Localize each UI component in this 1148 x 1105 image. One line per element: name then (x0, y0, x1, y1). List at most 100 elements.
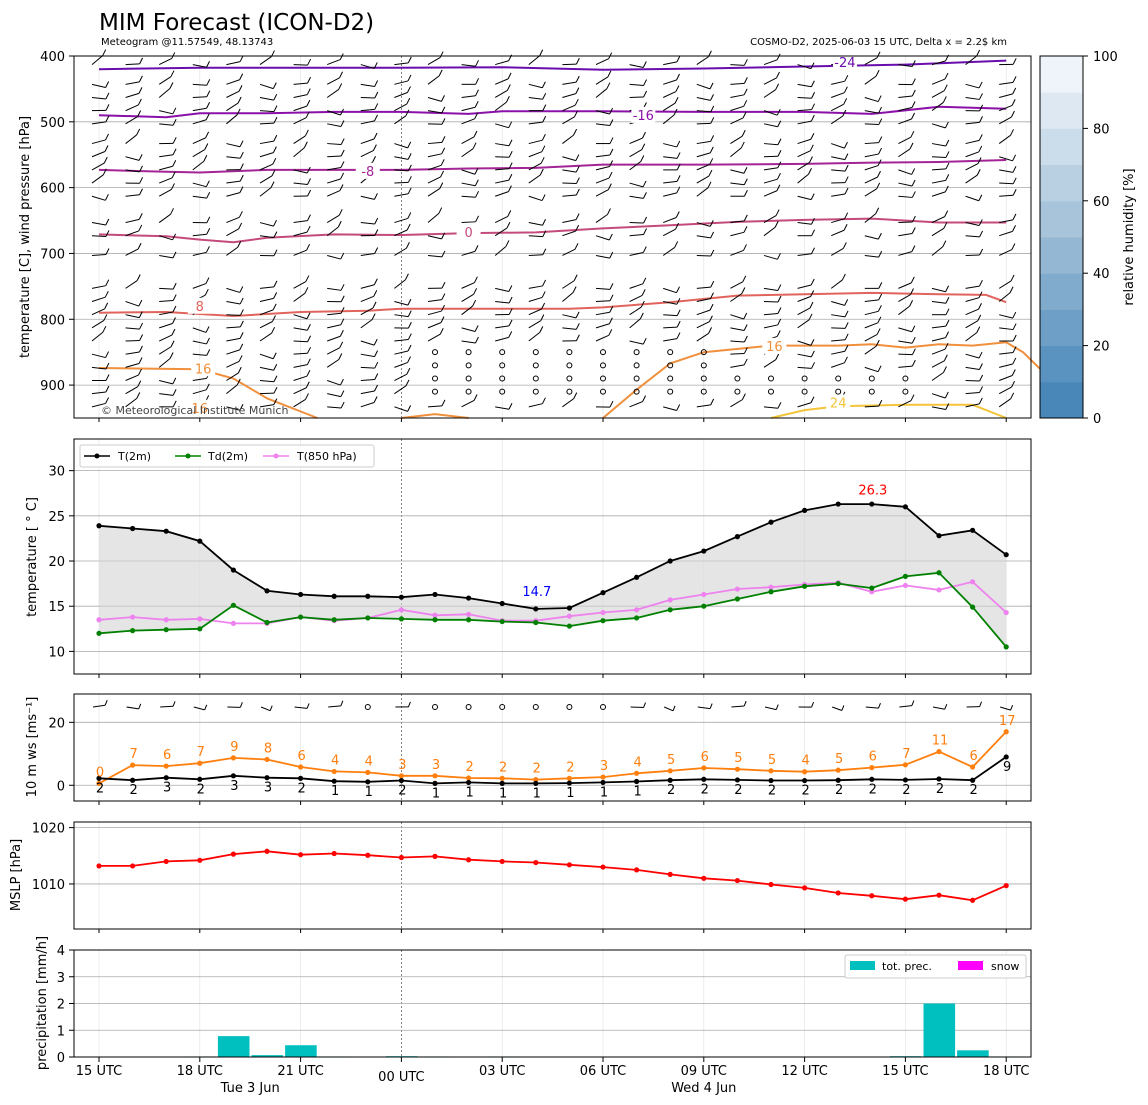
wind-barb-flag (441, 136, 446, 143)
wind-barb-flag (810, 396, 815, 403)
wind-barb-flag (239, 343, 244, 351)
wind-barb (629, 137, 643, 145)
wind-barb (159, 300, 174, 303)
y-tick-label: 10 (48, 645, 65, 660)
series-point (667, 768, 673, 774)
wind-barb-flag (374, 80, 379, 87)
wind-barb (763, 190, 778, 197)
calm-circle (902, 388, 909, 395)
wind-barb-flag (239, 286, 244, 293)
wind-barb (629, 182, 644, 188)
series-point (197, 616, 203, 622)
wind-barb (494, 246, 507, 256)
calm-circle (902, 375, 909, 382)
wind-barb-flag (507, 185, 512, 192)
wind-barb-flag (607, 70, 612, 78)
wind-barb (192, 327, 207, 333)
series-point (970, 527, 976, 533)
mean-wind-label: 2 (801, 784, 809, 799)
wind-barb (427, 57, 441, 66)
wind-barb-flag (306, 324, 311, 331)
wind-barb-flag (573, 392, 578, 399)
wind-barb-flag (508, 173, 513, 181)
wind-barb-flag (1012, 357, 1017, 365)
wind-barb-flag (708, 327, 712, 334)
wind-barb-flag (978, 279, 983, 287)
wind-barb (293, 314, 308, 320)
wind-barb (931, 287, 946, 293)
wind-barb (965, 222, 980, 226)
wind-barb (730, 105, 744, 112)
wind-barb (427, 333, 441, 342)
series-point (869, 585, 875, 591)
series-point (768, 584, 774, 590)
wind-barb (158, 334, 173, 342)
wind-barb-flag (1012, 311, 1017, 319)
wind-barb-flag (539, 326, 544, 333)
wind-barb (831, 301, 845, 306)
wind-barb (763, 167, 778, 171)
series-point (835, 777, 841, 783)
wind-barb-flag (205, 246, 210, 253)
wind-barb-flag (105, 248, 110, 255)
wind-barb (159, 235, 173, 241)
wind-barb (226, 79, 240, 85)
y-tick-label: 20 (48, 716, 65, 731)
wind-barb-flag (105, 104, 110, 111)
wind-barb-flag (743, 244, 747, 251)
wind-barb-flag (575, 334, 580, 341)
wind-barb-flag (105, 218, 110, 226)
wind-barb-flag (440, 316, 445, 323)
wind-barb-flag (1012, 189, 1017, 196)
wind-barb (125, 156, 140, 161)
series-point (365, 593, 371, 599)
wind-barb-flag (742, 111, 747, 119)
series-point (768, 519, 774, 525)
wind-barb-flag (676, 332, 681, 339)
wind-barb (326, 89, 339, 98)
wind-barb-flag (609, 306, 614, 313)
wind-barb (629, 294, 643, 302)
wind-barb (158, 57, 173, 66)
wind-barb (864, 254, 879, 258)
series-line (98, 756, 1007, 785)
wind-barb (125, 386, 138, 395)
wind-barb-flag (1010, 392, 1015, 400)
wind-barb-flag (979, 248, 984, 256)
wind-barb-flag (575, 323, 580, 330)
mean-wind-label: 3 (230, 779, 238, 794)
wind-barb (763, 123, 778, 128)
series-point (398, 773, 404, 779)
wind-barb (763, 110, 778, 116)
wind-barb (965, 151, 979, 158)
wind-barb (394, 169, 409, 172)
wind-barb (998, 134, 1011, 144)
isotherm-line (770, 403, 1007, 419)
series-point (802, 583, 808, 589)
wind-barb-flag (406, 97, 411, 105)
wind-barb-flag (338, 209, 343, 216)
wind-barb-flag (676, 286, 680, 293)
wind-barb (461, 95, 476, 98)
wind-barb (394, 62, 409, 66)
series-point (566, 775, 573, 781)
wind-barb (259, 380, 274, 383)
wind-barb-flag (103, 156, 108, 164)
wind-barb (662, 91, 677, 98)
wind-barb (360, 319, 373, 329)
wind-barb (461, 195, 476, 198)
wind-barb (864, 213, 876, 223)
series-point (701, 603, 707, 609)
wind-barb-flag (540, 157, 545, 164)
wind-barb-flag (105, 115, 110, 123)
wind-barb-flag (474, 112, 479, 120)
wind-barb (192, 182, 207, 188)
wind-barb (663, 156, 678, 159)
wind-barb (326, 226, 339, 237)
wind-barb (931, 168, 947, 171)
wind-barb (931, 143, 946, 147)
wind-barb-flag (239, 73, 244, 80)
mean-wind-label: 1 (600, 785, 608, 800)
wind-barb-flag (541, 302, 546, 310)
